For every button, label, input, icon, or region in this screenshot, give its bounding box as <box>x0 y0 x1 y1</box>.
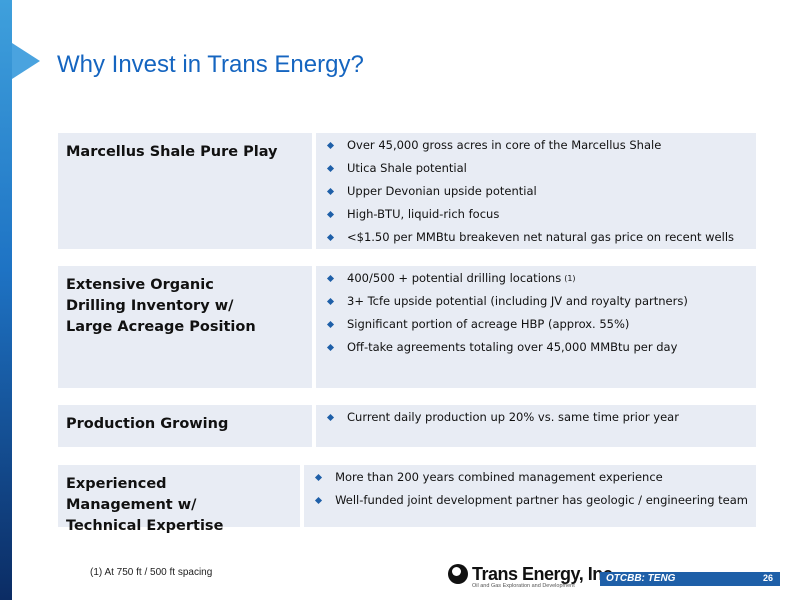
section-heading: Marcellus Shale Pure Play <box>58 133 312 249</box>
bullet-item: More than 200 years combined management … <box>314 470 748 485</box>
bullet-item: <$1.50 per MMBtu breakeven net natural g… <box>326 230 748 245</box>
section-row: Extensive Organic Drilling Inventory w/ … <box>58 266 756 388</box>
bullet-item: Well-funded joint development partner ha… <box>314 493 748 508</box>
trans-energy-logo-icon <box>448 564 468 584</box>
section-heading: Production Growing <box>58 405 312 447</box>
section-row: Production Growing Current daily product… <box>58 405 756 447</box>
diamond-bullet-icon <box>326 274 335 283</box>
diamond-bullet-icon <box>315 496 323 505</box>
logo-tagline: Oil and Gas Exploration and Development <box>472 583 575 589</box>
section-row: Experienced Management w/ Technical Expe… <box>58 465 756 534</box>
diamond-bullet-icon <box>326 297 335 306</box>
bullet-item: Off-take agreements totaling over 45,000… <box>326 340 748 355</box>
section-bullets: Over 45,000 gross acres in core of the M… <box>316 133 756 249</box>
bullet-item: 3+ Tcfe upside potential (including JV a… <box>326 294 748 309</box>
arrow-marker-icon <box>12 43 40 79</box>
section-bullets: More than 200 years combined management … <box>304 465 756 527</box>
section-heading: Experienced Management w/ Technical Expe… <box>58 465 301 534</box>
company-logo: Trans Energy, Inc. Oil and Gas Explorati… <box>448 564 617 589</box>
diamond-bullet-icon <box>326 210 335 219</box>
page-title: Why Invest in Trans Energy? <box>57 51 364 78</box>
logo-text: Trans Energy, Inc. <box>472 564 617 584</box>
diamond-bullet-icon <box>326 141 335 150</box>
section-bullets: Current daily production up 20% vs. same… <box>316 405 756 447</box>
footnote: (1) At 750 ft / 500 ft spacing <box>90 567 213 578</box>
bullet-item: Current daily production up 20% vs. same… <box>326 410 748 425</box>
bullet-item: Over 45,000 gross acres in core of the M… <box>326 138 748 153</box>
diamond-bullet-icon <box>326 320 335 329</box>
diamond-bullet-icon <box>326 413 335 422</box>
side-accent-bar <box>0 0 12 600</box>
footnote-marker: (1) <box>564 274 576 283</box>
bullet-item: Upper Devonian upside potential <box>326 184 748 199</box>
bullet-item: High-BTU, liquid-rich focus <box>326 207 748 222</box>
bullet-item: Significant portion of acreage HBP (appr… <box>326 317 748 332</box>
diamond-bullet-icon <box>326 187 335 196</box>
diamond-bullet-icon <box>326 164 335 173</box>
section-row: Marcellus Shale Pure Play Over 45,000 gr… <box>58 133 756 249</box>
section-bullets: 400/500 + potential drilling locations (1… <box>316 266 756 388</box>
page-number: 26 <box>763 573 774 583</box>
bullet-item: 400/500 + potential drilling locations (1… <box>326 271 748 286</box>
bullet-item: Utica Shale potential <box>326 161 748 176</box>
ticker-bar: OTCBB: TENG <box>600 572 780 586</box>
diamond-bullet-icon <box>326 343 335 352</box>
diamond-bullet-icon <box>326 233 335 242</box>
section-heading: Extensive Organic Drilling Inventory w/ … <box>58 266 312 388</box>
diamond-bullet-icon <box>315 473 323 482</box>
